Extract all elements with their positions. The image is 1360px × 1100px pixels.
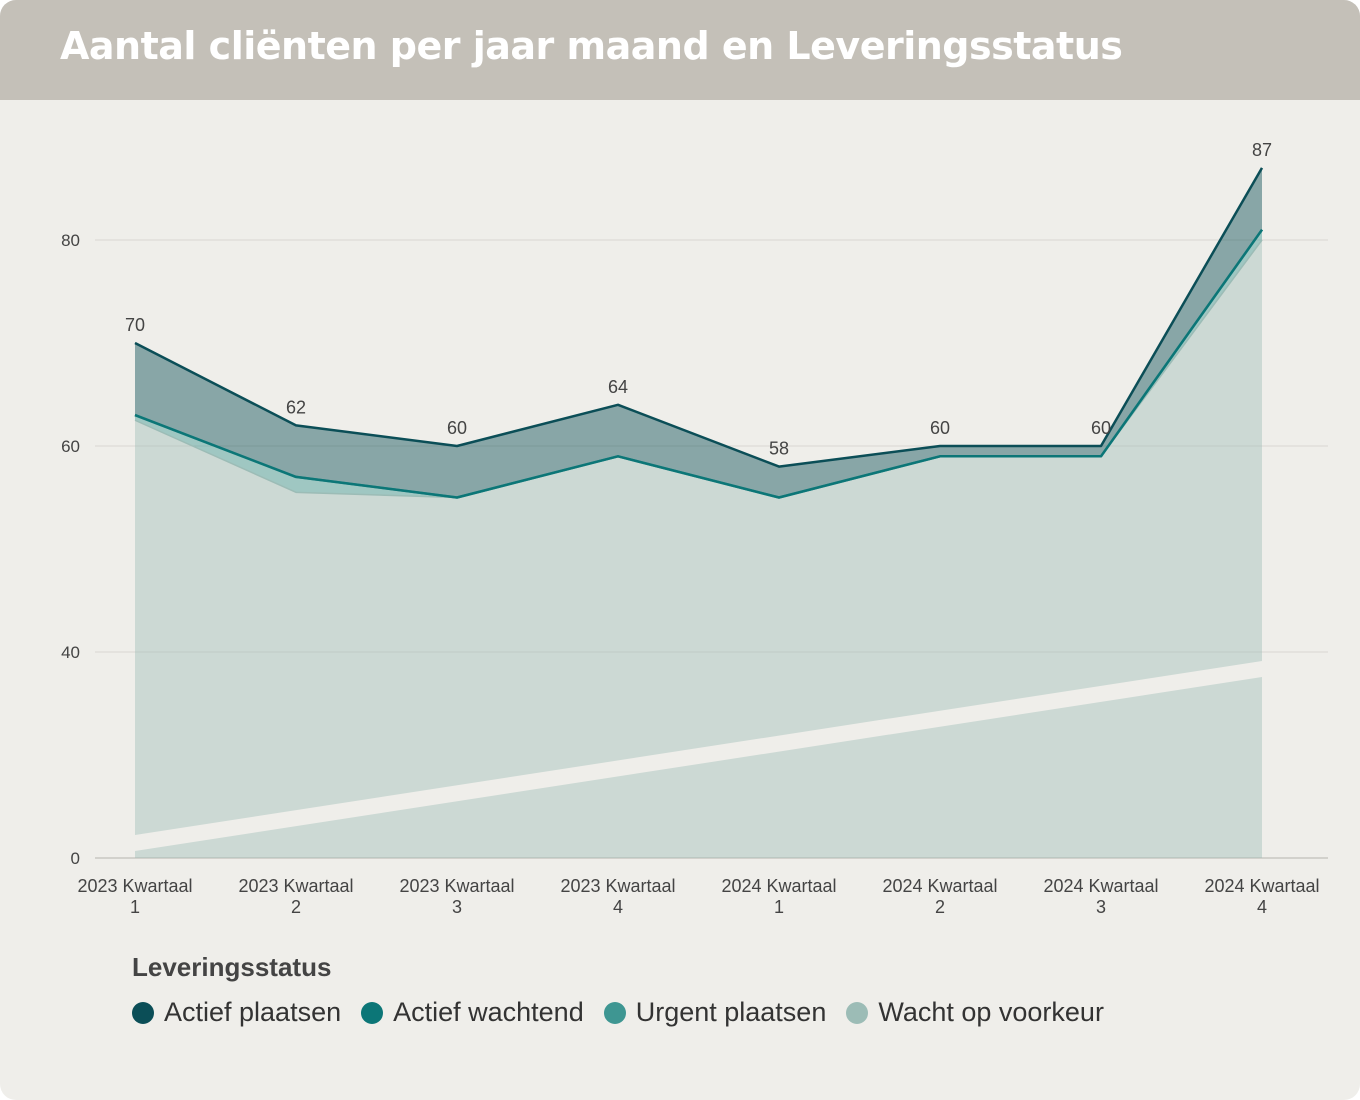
data-label-total: 70 bbox=[125, 315, 145, 335]
x-tick-label: 2024 Kwartaal 2 bbox=[882, 876, 997, 917]
axis-break bbox=[135, 661, 1262, 851]
legend-item[interactable]: Wacht op voorkeur bbox=[846, 997, 1104, 1028]
data-label-total: 60 bbox=[930, 418, 950, 438]
legend-label: Actief wachtend bbox=[393, 997, 584, 1027]
legend-label: Urgent plaatsen bbox=[635, 997, 827, 1027]
x-tick-label: 2023 Kwartaal 2 bbox=[238, 876, 353, 917]
area-wacht-op-voorkeur bbox=[135, 240, 1262, 858]
x-tick-label: 2024 Kwartaal 3 bbox=[1043, 876, 1158, 917]
legend-item[interactable]: Actief plaatsen bbox=[132, 997, 341, 1028]
line-actief-plaatsen bbox=[134, 167, 1264, 468]
legend-dot-icon bbox=[603, 1001, 626, 1024]
x-tick-label: 2023 Kwartaal 1 bbox=[77, 876, 192, 917]
axis-break-band bbox=[135, 661, 1262, 851]
line-actief-wachtend bbox=[134, 228, 1264, 499]
legend-dot-icon bbox=[132, 1001, 154, 1024]
legend-items: Actief plaatsen Actief wachtend Urgent pla… bbox=[132, 997, 1124, 1028]
data-label-total: 64 bbox=[608, 377, 628, 397]
data-label-total: 87 bbox=[1252, 140, 1272, 160]
area-actief-plaatsen bbox=[135, 167, 1262, 498]
chart-title: Aantal cliënten per jaar maand en Leveri… bbox=[60, 24, 1123, 68]
x-axis-ticks: 2023 Kwartaal 1 2023 Kwartaal 2 2023 Kwartaa… bbox=[77, 876, 1319, 917]
x-tick-label: 2024 Kwartaal 4 bbox=[1204, 876, 1319, 917]
legend-title: Leveringsstatus bbox=[132, 952, 332, 982]
data-label-total: 60 bbox=[447, 418, 467, 438]
y-axis-ticks: 0 40 60 80 bbox=[61, 231, 80, 868]
legend: Leveringsstatus Actief plaatsen Actief wa… bbox=[132, 952, 1124, 1028]
data-label-total: 62 bbox=[286, 397, 306, 417]
y-tick-label: 60 bbox=[61, 437, 80, 456]
data-label-total: 60 bbox=[1091, 418, 1111, 438]
series-lines bbox=[134, 167, 1264, 499]
legend-label: Actief plaatsen bbox=[164, 997, 342, 1027]
legend-item[interactable]: Urgent plaatsen bbox=[603, 997, 827, 1028]
y-tick-label: 80 bbox=[61, 231, 80, 250]
legend-dot-icon bbox=[361, 1001, 384, 1024]
total-data-labels: 70 62 60 64 58 60 60 87 bbox=[125, 140, 1272, 459]
data-label-total: 58 bbox=[769, 439, 789, 459]
x-tick-label: 2023 Kwartaal 3 bbox=[399, 876, 514, 917]
x-tick-label: 2024 Kwartaal 1 bbox=[721, 876, 836, 917]
title-bar: Aantal cliënten per jaar maand en Leveri… bbox=[0, 0, 1360, 100]
gridlines bbox=[95, 239, 1328, 859]
y-tick-label: 0 bbox=[71, 849, 80, 868]
legend-label: Wacht op voorkeur bbox=[878, 997, 1104, 1027]
y-tick-label: 40 bbox=[61, 643, 80, 662]
x-tick-label: 2023 Kwartaal 4 bbox=[560, 876, 675, 917]
legend-dot-icon bbox=[846, 1001, 869, 1024]
legend-item[interactable]: Actief wachtend bbox=[361, 997, 584, 1028]
